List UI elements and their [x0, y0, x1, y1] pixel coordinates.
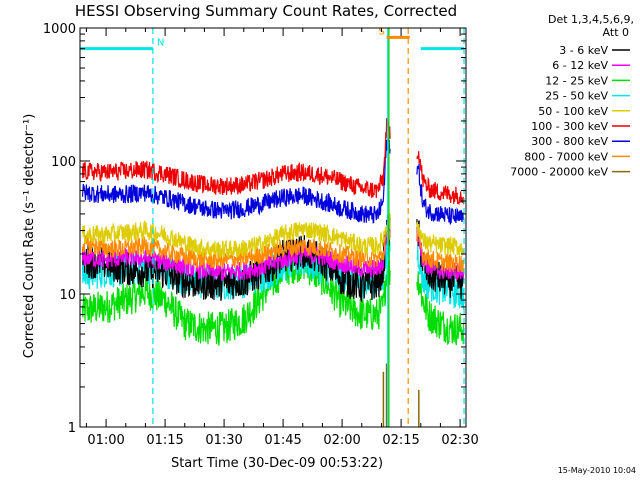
- y-tick-label: 10: [59, 288, 76, 303]
- chart-title: HESSI Observing Summary Count Rates, Cor…: [75, 2, 457, 20]
- series-line-100-300-kev: [81, 118, 465, 206]
- legend-entry-label: 7000 - 20000 keV: [510, 166, 608, 179]
- x-tick-label: 02:00: [323, 433, 360, 448]
- y-tick-label: 1000: [43, 22, 76, 37]
- legend-entry-label: 12 - 25 keV: [545, 74, 608, 87]
- y-tick-label: 1: [68, 421, 76, 436]
- legend-entry-label: 25 - 50 keV: [545, 90, 608, 103]
- y-tick-label: 100: [51, 155, 76, 170]
- flag-label: N: [157, 38, 164, 49]
- series-layer: [81, 118, 465, 427]
- legend-entry-label: 50 - 100 keV: [538, 105, 608, 118]
- plot-frame: [79, 27, 467, 428]
- timestamp: 15-May-2010 10:04: [558, 466, 636, 475]
- y-axis-label: Corrected Count Rate (s⁻¹ detector⁻¹): [22, 114, 37, 359]
- legend-entry-label: 300 - 800 keV: [531, 135, 608, 148]
- legend-entry-label: 800 - 7000 keV: [524, 150, 608, 163]
- axis-layer: 1 10 100 1000 01:00 01:15 01:30 01:45 02:00 02:15…: [43, 22, 479, 448]
- legend-entry-label: 6 - 12 keV: [552, 59, 608, 72]
- series-line-300-800-kev: [81, 138, 465, 225]
- marker-layer: [152, 28, 465, 427]
- x-tick-label: 01:00: [87, 433, 124, 448]
- legend: 3 - 6 keV 6 - 12 keV 12 - 25 keV 25 - 50 ke…: [510, 44, 630, 179]
- legend-title-line1: Det 1,3,4,5,6,9,: [548, 13, 634, 26]
- legend-entry-label: 100 - 300 keV: [531, 120, 608, 133]
- legend-title-line2: Att 0: [603, 26, 629, 39]
- x-tick-label: 02:30: [441, 433, 478, 448]
- legend-entry-label: 3 - 6 keV: [559, 44, 608, 57]
- x-tick-label: 02:15: [382, 433, 419, 448]
- x-tick-label: 01:15: [146, 433, 183, 448]
- series-line-50-100-kev: [81, 213, 465, 259]
- x-tick-label: 01:30: [205, 433, 242, 448]
- x-tick-label: 01:45: [264, 433, 301, 448]
- x-axis-label: Start Time (30-Dec-09 00:53:22): [171, 456, 383, 471]
- series-line-800-7000-kev: [81, 226, 465, 273]
